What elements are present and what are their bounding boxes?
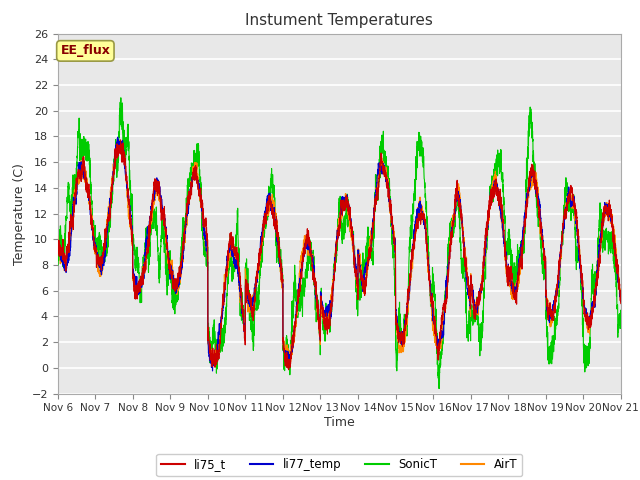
Line: li77_temp: li77_temp <box>58 137 621 371</box>
li75_t <box>319 309 326 314</box>
Text: EE_flux: EE_flux <box>60 44 110 58</box>
SonicT <box>117 95 125 101</box>
li75_t <box>116 137 124 143</box>
Line: SonicT: SonicT <box>58 98 621 388</box>
li75_t <box>616 298 624 303</box>
Legend: li75_t, li77_temp, SonicT, AirT: li75_t, li77_temp, SonicT, AirT <box>156 454 522 476</box>
li77_temp <box>466 299 474 304</box>
li77_temp <box>155 188 163 194</box>
AirT <box>617 299 625 305</box>
li77_temp <box>616 290 624 296</box>
li77_temp <box>54 242 61 248</box>
AirT <box>319 308 326 314</box>
AirT <box>498 214 506 220</box>
li77_temp <box>209 368 216 374</box>
SonicT <box>617 316 625 322</box>
li77_temp <box>114 134 122 140</box>
Line: li75_t: li75_t <box>58 140 621 370</box>
AirT <box>155 185 163 191</box>
li77_temp <box>319 307 326 313</box>
li77_temp <box>617 297 625 302</box>
AirT <box>616 290 624 296</box>
AirT <box>466 298 474 304</box>
li77_temp <box>435 343 442 348</box>
X-axis label: Time: Time <box>324 416 355 429</box>
li75_t <box>435 357 442 363</box>
SonicT <box>466 327 474 333</box>
AirT <box>115 138 123 144</box>
li75_t <box>54 242 61 248</box>
Title: Instument Temperatures: Instument Temperatures <box>245 13 433 28</box>
AirT <box>212 362 220 368</box>
Y-axis label: Temperature (C): Temperature (C) <box>13 163 26 264</box>
AirT <box>435 336 442 342</box>
li75_t <box>285 367 292 372</box>
li75_t <box>617 300 625 306</box>
SonicT <box>616 325 624 331</box>
li77_temp <box>498 217 506 223</box>
SonicT <box>319 312 326 318</box>
li75_t <box>498 209 506 215</box>
SonicT <box>155 267 163 273</box>
li75_t <box>155 179 163 184</box>
SonicT <box>435 374 442 380</box>
li75_t <box>466 294 474 300</box>
Line: AirT: AirT <box>58 141 621 365</box>
SonicT <box>435 385 443 391</box>
SonicT <box>54 260 61 266</box>
AirT <box>54 233 61 239</box>
SonicT <box>498 171 506 177</box>
